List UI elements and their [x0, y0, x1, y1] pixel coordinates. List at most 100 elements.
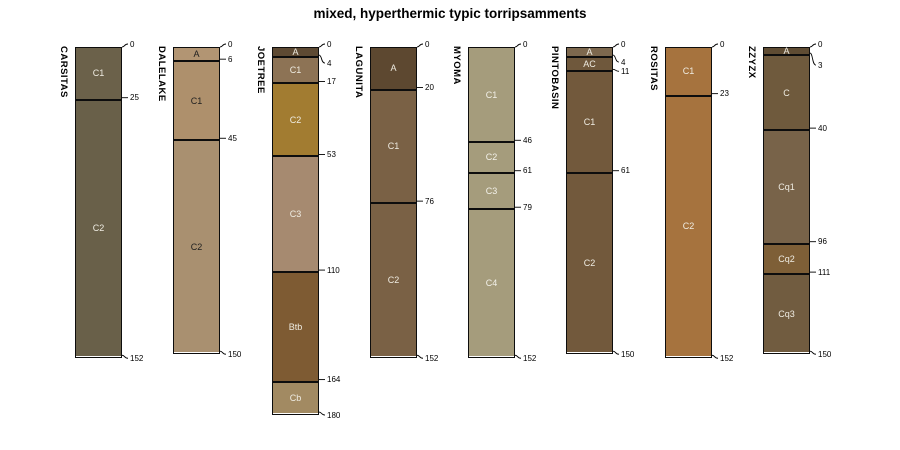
horizon-c1: C1 — [567, 70, 612, 172]
depth-tick-label: 152 — [425, 353, 439, 363]
depth-tick — [809, 52, 817, 66]
profile-column-carsitas: C1 C2 — [75, 47, 122, 359]
pedon-name-dalelake: DALELAKE — [156, 46, 167, 102]
horizon-c4: C4 — [469, 208, 514, 357]
depth-tick-label: 4 — [621, 57, 626, 67]
depth-tick-label: 4 — [327, 58, 332, 68]
pedon-name-myoma: MYOMA — [451, 46, 462, 85]
depth-tick-label: 150 — [621, 349, 635, 359]
profile-column-rositas: C1 C2 — [665, 47, 712, 359]
profile-column-zzyzx: A C Cq1 Cq2 Cq3 — [763, 47, 810, 355]
depth-tick-label: 152 — [720, 353, 734, 363]
depth-tick-label: 110 — [327, 265, 340, 275]
depth-tick-label: 61 — [621, 166, 630, 176]
profile-column-lagunita: A C1 C2 — [370, 47, 417, 359]
depth-tick — [711, 354, 719, 359]
depth-tick-label: 53 — [327, 149, 336, 159]
profile-column-joetree: A C1 C2 C3 Btb Cb — [272, 47, 319, 416]
depth-tick-label: 0 — [523, 39, 528, 49]
horizon-c3: C3 — [469, 171, 514, 209]
depth-tick — [711, 43, 719, 48]
depth-tick-label: 0 — [228, 39, 233, 49]
depth-tick — [514, 43, 522, 48]
depth-tick — [612, 54, 620, 63]
horizon-c2: C2 — [666, 94, 711, 357]
profile-column-dalelake: A C1 C2 — [173, 47, 220, 355]
horizon-c: C — [764, 54, 809, 130]
depth-tick — [219, 350, 227, 355]
horizon-btb: Btb — [273, 271, 318, 381]
depth-tick-label: 180 — [327, 410, 341, 420]
depth-tick — [121, 354, 129, 359]
profile-column-pintobasin: A AC C1 C2 — [566, 47, 613, 355]
horizon-ac: AC — [567, 56, 612, 71]
horizon-cb: Cb — [273, 380, 318, 413]
horizon-c2: C2 — [567, 171, 612, 353]
depth-tick-label: 164 — [327, 375, 341, 385]
depth-tick-label: 0 — [425, 39, 430, 49]
depth-tick-label: 96 — [818, 237, 827, 247]
chart-title: mixed, hyperthermic typic torripsamments — [313, 6, 587, 21]
horizon-a: A — [764, 47, 809, 56]
depth-tick — [416, 43, 424, 48]
depth-tick-label: 0 — [621, 39, 626, 49]
depth-tick-label: 61 — [523, 166, 532, 176]
horizon-a: A — [371, 48, 416, 89]
horizon-c1: C1 — [174, 60, 219, 140]
pedon-name-carsitas: CARSITAS — [58, 46, 69, 98]
depth-tick — [416, 354, 424, 359]
depth-tick-label: 20 — [425, 83, 434, 93]
depth-tick-label: 152 — [130, 353, 144, 363]
depth-tick-label: 0 — [720, 39, 725, 49]
depth-tick-label: 11 — [621, 66, 630, 76]
depth-tick — [219, 43, 227, 48]
horizon-c2: C2 — [371, 202, 416, 357]
depth-tick — [809, 43, 817, 48]
depth-tick-label: 6 — [228, 54, 233, 64]
depth-tick-label: 17 — [327, 76, 336, 86]
depth-tick-label: 0 — [818, 39, 823, 49]
pedon-name-rositas: ROSITAS — [648, 46, 659, 92]
horizon-c1: C1 — [469, 48, 514, 142]
horizon-c1: C1 — [76, 48, 121, 99]
depth-tick-label: 0 — [130, 39, 135, 49]
depth-tick-label: 111 — [818, 267, 831, 277]
pedon-name-zzyzx: ZZYZX — [746, 46, 757, 79]
depth-tick — [318, 54, 326, 64]
horizon-c2: C2 — [76, 98, 121, 357]
depth-tick-label: 23 — [720, 89, 729, 99]
depth-tick — [612, 68, 620, 72]
horizon-c2: C2 — [174, 139, 219, 353]
pedon-name-lagunita: LAGUNITA — [353, 46, 364, 99]
horizon-cq1: Cq1 — [764, 129, 809, 243]
depth-tick-label: 76 — [425, 196, 434, 206]
depth-tick-label: 150 — [228, 349, 242, 359]
horizon-a: A — [273, 48, 318, 57]
depth-tick-label: 45 — [228, 133, 237, 143]
depth-tick-label: 152 — [523, 353, 537, 363]
depth-tick — [121, 43, 129, 48]
depth-tick-label: 0 — [327, 39, 332, 49]
depth-tick — [318, 43, 326, 48]
depth-tick-label: 3 — [818, 60, 823, 70]
depth-tick — [612, 43, 620, 48]
depth-tick-label: 25 — [130, 93, 139, 103]
horizon-c2: C2 — [469, 141, 514, 172]
depth-tick-label: 46 — [523, 135, 532, 145]
profile-column-myoma: C1 C2 C3 C4 — [468, 47, 515, 359]
depth-tick — [318, 411, 326, 416]
horizon-c1: C1 — [371, 88, 416, 203]
depth-tick-label: 79 — [523, 202, 532, 212]
depth-tick — [809, 350, 817, 355]
pedon-name-joetree: JOETREE — [255, 46, 266, 94]
depth-tick — [612, 350, 620, 355]
horizon-a: A — [567, 48, 612, 57]
horizon-c3: C3 — [273, 155, 318, 272]
horizon-a: A — [174, 48, 219, 61]
horizon-c2: C2 — [273, 82, 318, 156]
horizon-c1: C1 — [273, 56, 318, 83]
pedon-name-pintobasin: PINTOBASIN — [549, 46, 560, 110]
horizon-cq3: Cq3 — [764, 273, 809, 353]
depth-tick — [514, 354, 522, 359]
